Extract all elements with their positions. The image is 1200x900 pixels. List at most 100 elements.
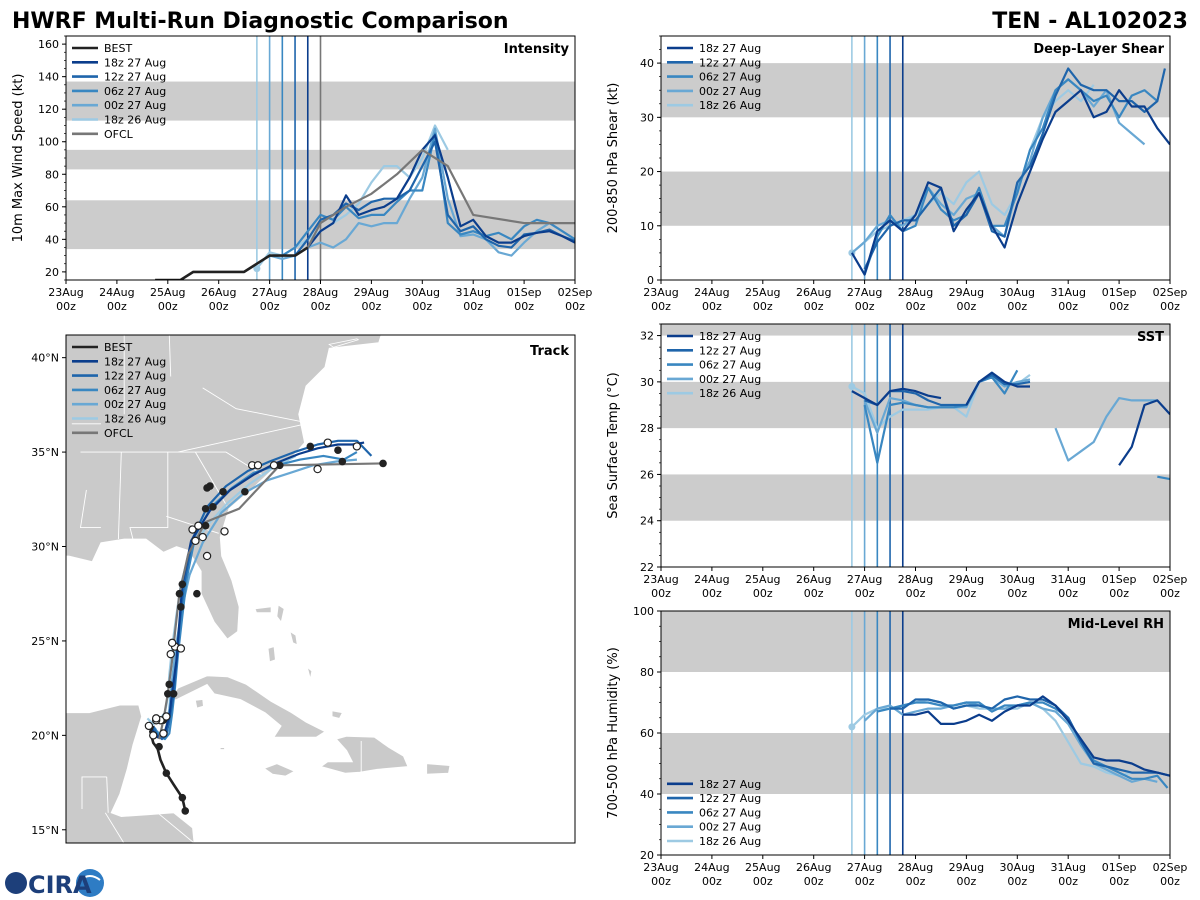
- border-line-6: [129, 452, 169, 540]
- rh-xtick-sublabel: 00z: [651, 875, 671, 888]
- rh-xtick-label: 24Aug: [694, 861, 729, 874]
- rh-legend-label-18z-27-Aug: 18z 27 Aug: [699, 778, 761, 791]
- land-cuba: [167, 675, 326, 738]
- border-line-2: [202, 387, 304, 423]
- track-point-filled: [219, 487, 227, 496]
- rh-ylabel: 700-500 hPa Humidity (%): [606, 647, 621, 819]
- rh-series-12z-27-Aug: [890, 695, 1170, 777]
- track-legend-label-06z-27-Aug: 06z 27 Aug: [104, 384, 166, 397]
- rh-xtick-label: 23Aug: [643, 861, 678, 874]
- shear-xtick-label: 23Aug: [643, 286, 678, 299]
- rh-xtick-sublabel: 00z: [804, 875, 824, 888]
- border-line-5: [117, 452, 122, 540]
- shear-xtick-sublabel: 00z: [1109, 300, 1129, 313]
- rh-series-18z-27-Aug: [902, 695, 1170, 777]
- track-point-filled: [201, 521, 210, 530]
- shear-ytick-label: 0: [647, 274, 654, 287]
- intensity-xtick-sublabel: 00z: [107, 300, 127, 313]
- land-yucatan: [66, 704, 195, 843]
- border-line-14: [157, 812, 195, 843]
- intensity-legend-label-06z-27-Aug: 06z 27 Aug: [104, 85, 166, 98]
- shear-xtick-label: 27Aug: [847, 286, 882, 299]
- cira-logo-swirl: [79, 875, 101, 881]
- intensity-xtick-sublabel: 00z: [412, 300, 432, 313]
- rh-band-1: [661, 611, 1170, 672]
- sst-legend-label-18z-26-Aug: 18z 26 Aug: [699, 387, 761, 400]
- intensity-legend-label-18z-26-Aug: 18z 26 Aug: [104, 114, 166, 127]
- sst-band-0: [661, 474, 1170, 521]
- rh-series-start-marker-18z-26-Aug: [848, 723, 856, 731]
- intensity-ytick-label: 60: [45, 201, 59, 214]
- border-line-13: [104, 812, 125, 843]
- track-land-group: [66, 335, 451, 843]
- track-point-filled: [165, 680, 174, 689]
- shear-legend-label-18z-27-Aug: 18z 27 Aug: [699, 42, 761, 55]
- shear-ytick-label: 40: [640, 57, 654, 70]
- shear-xtick-label: 01Sep: [1102, 286, 1137, 299]
- shear-xtick-sublabel: 00z: [702, 300, 722, 313]
- shear-xtick-label: 31Aug: [1050, 286, 1085, 299]
- shear-legend-label-18z-26-Aug: 18z 26 Aug: [699, 99, 761, 112]
- rh-xtick-sublabel: 00z: [702, 875, 722, 888]
- track-legend-label-OFCL: OFCL: [104, 427, 134, 440]
- track-lines-group: [144, 438, 387, 815]
- track-legend-label-18z-26-Aug: 18z 26 Aug: [104, 413, 166, 426]
- intensity-panel-title: Intensity: [504, 42, 570, 57]
- rh-xtick-label: 29Aug: [949, 861, 984, 874]
- intensity-series-group: [155, 124, 575, 280]
- intensity-xtick-label: 02Sep: [558, 286, 593, 299]
- rh-xtick-sublabel: 00z: [753, 875, 773, 888]
- track-ytick-label: 30°N: [31, 541, 59, 554]
- land-bahamas-grand: [254, 606, 272, 613]
- land-bahamas-inagua: [331, 710, 343, 719]
- intensity-xtick-sublabel: 00z: [311, 300, 331, 313]
- track-point-filled: [162, 769, 171, 777]
- track-ytick-label: 40°N: [31, 352, 59, 365]
- shear-xtick-label: 26Aug: [796, 286, 831, 299]
- intensity-xtick-sublabel: 00z: [463, 300, 483, 313]
- border-line-3: [177, 423, 307, 453]
- land-bahamas-long: [306, 666, 313, 679]
- intensity-legend-label-BEST: BEST: [104, 42, 132, 55]
- land-north-america: [66, 335, 382, 640]
- intensity-xtick-label: 27Aug: [252, 286, 287, 299]
- shear-series-12z-27-Aug: [863, 67, 1166, 270]
- intensity-ytick-label: 40: [45, 233, 59, 246]
- sst-xtick-label: 27Aug: [847, 573, 882, 586]
- track-point-open: [144, 721, 154, 731]
- sst-series-18z-27-Aug: [851, 371, 1030, 407]
- intensity-panel: 2040608010012014016023Aug00z24Aug00z25Au…: [11, 35, 593, 313]
- track-legend-label-00z-27-Aug: 00z 27 Aug: [104, 398, 166, 411]
- sst-xtick-sublabel: 00z: [1058, 587, 1078, 600]
- rh-ytick-label: 20: [640, 849, 654, 862]
- track-point-open: [176, 644, 186, 653]
- intensity-ytick-label: 100: [38, 136, 59, 149]
- track-point-filled: [177, 603, 185, 611]
- track-point-filled: [209, 503, 217, 511]
- shear-xtick-sublabel: 00z: [906, 300, 926, 313]
- rh-xtick-label: 02Sep: [1153, 861, 1188, 874]
- track-point-open: [191, 536, 200, 546]
- sst-xtick-sublabel: 00z: [906, 587, 926, 600]
- sst-xtick-label: 23Aug: [643, 573, 678, 586]
- shear-ylabel: 200-850 hPa Shear (kt): [606, 83, 621, 234]
- shear-xtick-label: 02Sep: [1153, 286, 1188, 299]
- shear-xtick-label: 24Aug: [694, 286, 729, 299]
- track-point-open: [149, 731, 158, 740]
- intensity-legend-label-00z-27-Aug: 00z 27 Aug: [104, 99, 166, 112]
- shear-ytick-label: 30: [640, 111, 654, 124]
- rh-xtick-sublabel: 00z: [1007, 875, 1027, 888]
- land-isla-juventud: [194, 699, 204, 709]
- track-point-filled: [178, 793, 187, 802]
- intensity-xtick-sublabel: 00z: [260, 300, 280, 313]
- sst-panel-title: SST: [1137, 330, 1164, 345]
- intensity-xtick-label: 25Aug: [150, 286, 185, 299]
- rh-series-00z-27-Aug: [863, 701, 1158, 783]
- sst-series-06z-27-Aug-b: [1157, 475, 1170, 481]
- rh-panel: 2040608010023Aug00z24Aug00z25Aug00z26Aug…: [606, 605, 1187, 888]
- storm-id: TEN - AL102023: [992, 9, 1188, 34]
- sst-legend-label-18z-27-Aug: 18z 27 Aug: [699, 330, 761, 343]
- sst-xtick-label: 24Aug: [694, 573, 729, 586]
